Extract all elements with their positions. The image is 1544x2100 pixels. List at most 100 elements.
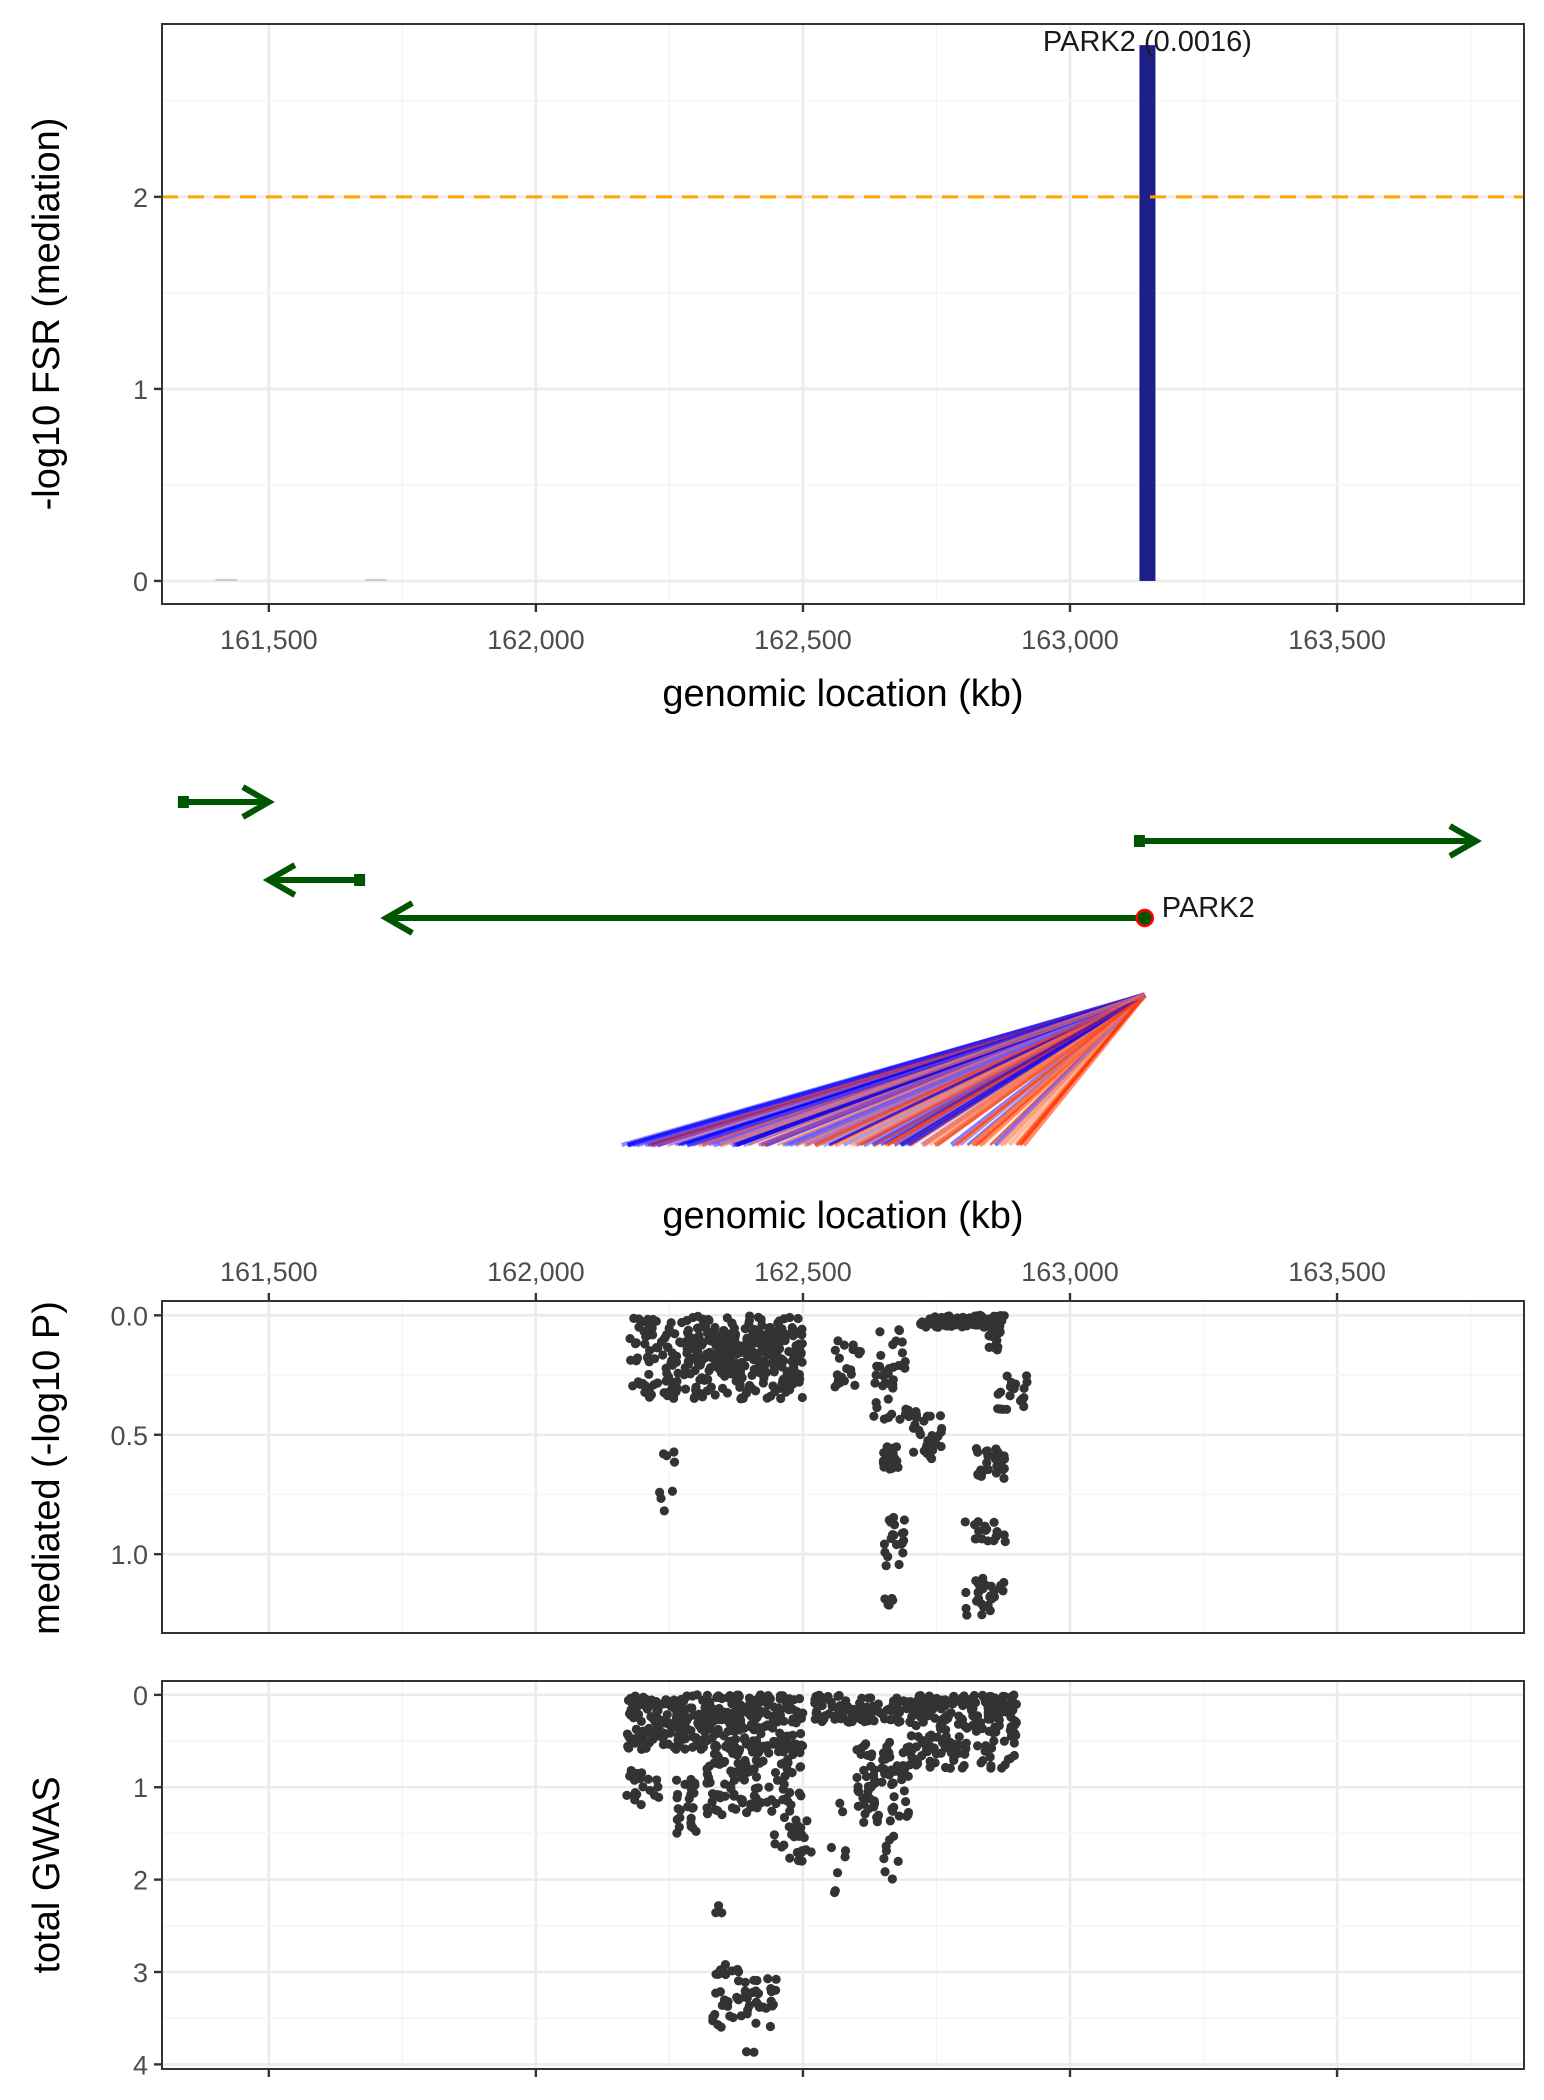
mediated-point (778, 1356, 789, 1366)
gwas-point (864, 1693, 874, 1703)
mediated-point (644, 1322, 654, 1332)
mediated-point (778, 1375, 788, 1385)
gwas-point (783, 1758, 793, 1768)
gwas-point (903, 1810, 913, 1820)
gwas-point (880, 1867, 890, 1877)
gwas-point (721, 1969, 731, 1980)
gwas-point (1003, 1754, 1013, 1764)
gwas-point (739, 1775, 749, 1785)
gwas-point (953, 1748, 964, 1758)
mediated-point (973, 1447, 983, 1457)
gwas-point (676, 1694, 687, 1704)
mediated-point (754, 1362, 764, 1372)
gwas-point (881, 1846, 892, 1856)
gwas-point (746, 1802, 756, 1813)
gwas-point (688, 1802, 698, 1813)
mediated-point (703, 1314, 713, 1325)
gwas-point (859, 1765, 869, 1775)
gwas-point (734, 1705, 744, 1715)
gwas-point (999, 1736, 1009, 1746)
gwas-point (838, 1807, 848, 1817)
x-tick-label: 163,000 (1021, 1257, 1119, 1287)
gwas-point (696, 1724, 706, 1734)
mediated-point (722, 1336, 732, 1346)
gwas-point (949, 1755, 959, 1765)
mediated-point (710, 1322, 720, 1333)
gwas-point (811, 1706, 822, 1716)
gwas-point (940, 1762, 951, 1773)
mediated-point (897, 1348, 908, 1358)
gwas-point (946, 1748, 956, 1758)
gwas-point (835, 1798, 845, 1808)
mediated-point (669, 1393, 679, 1403)
mediated-point (999, 1463, 1009, 1474)
gwas-point (713, 1969, 723, 1979)
mediated-point (706, 1382, 716, 1392)
fsr-x-ticks: 161,500 162,000 162,500 163,000 163,500 (220, 604, 1386, 655)
gwas-point (767, 1806, 777, 1816)
mediated-point (774, 1316, 785, 1326)
gwas-point (729, 1715, 739, 1725)
gwas-point (806, 1847, 816, 1857)
mediated-point (961, 1587, 971, 1598)
mediated-point (961, 1603, 971, 1614)
gwas-point (852, 1772, 862, 1783)
gwas-point (727, 1803, 738, 1813)
gwas-point (653, 1782, 663, 1792)
gwas-point (751, 1772, 762, 1782)
mediated-point (926, 1453, 937, 1464)
mediated-point (643, 1314, 653, 1325)
y-tick-label: 0.0 (110, 1301, 148, 1331)
mediated-point (771, 1332, 782, 1342)
gene-arrow-head (380, 900, 414, 936)
gwas-point (671, 1775, 682, 1785)
mediated-point (735, 1347, 745, 1358)
gwas-point (742, 2009, 752, 2019)
mediated-point (973, 1587, 983, 1598)
gwas-point (715, 1987, 725, 1997)
gwas-point (787, 1717, 797, 1727)
mediated-point (793, 1313, 803, 1324)
gwas-point (754, 1722, 764, 1733)
gwas-point (715, 1759, 725, 1769)
mediated-point (669, 1457, 680, 1467)
gwas-point (638, 1782, 648, 1792)
mediated-point (1019, 1393, 1029, 1403)
snp-gene-links (621, 992, 1147, 1148)
gwas-point (692, 1737, 702, 1747)
gwas-point (743, 1708, 754, 1718)
gwas-point (802, 1816, 812, 1826)
gwas-point (836, 1714, 846, 1724)
mediated-point (737, 1357, 747, 1368)
gwas-point (794, 1788, 804, 1798)
gene-arrow-head (262, 862, 297, 898)
mediated-point (730, 1336, 740, 1346)
gwas-point (769, 1830, 779, 1840)
gwas-point (859, 1717, 870, 1727)
y-tick-label: 2 (133, 183, 148, 213)
mediated-point (749, 1348, 759, 1358)
gwas-point (788, 1739, 798, 1749)
gwas-point (728, 1748, 738, 1758)
gwas-point (679, 1731, 689, 1741)
gwas-point (728, 1741, 738, 1752)
snp-link (813, 993, 1146, 1147)
mediated-point (744, 1315, 755, 1326)
gwas-point (763, 1974, 773, 1984)
mediated-point (644, 1345, 655, 1356)
gwas-point (843, 1717, 853, 1727)
mediated-point (776, 1393, 786, 1404)
fsr-bars (215, 45, 1156, 581)
gwas-point (744, 2000, 755, 2010)
mediated-point (792, 1369, 802, 1379)
gwas-point (865, 1794, 875, 1804)
mediated-point (881, 1561, 891, 1571)
y-tick-label: 0 (133, 1681, 148, 1711)
gwas-point (935, 1721, 945, 1731)
mediated-point (652, 1378, 663, 1388)
mediated-point (962, 1610, 972, 1620)
gwas-point (960, 1721, 970, 1732)
gwas-point (672, 1814, 682, 1825)
gwas-point (711, 1908, 721, 1918)
gwas-point (694, 1709, 704, 1719)
